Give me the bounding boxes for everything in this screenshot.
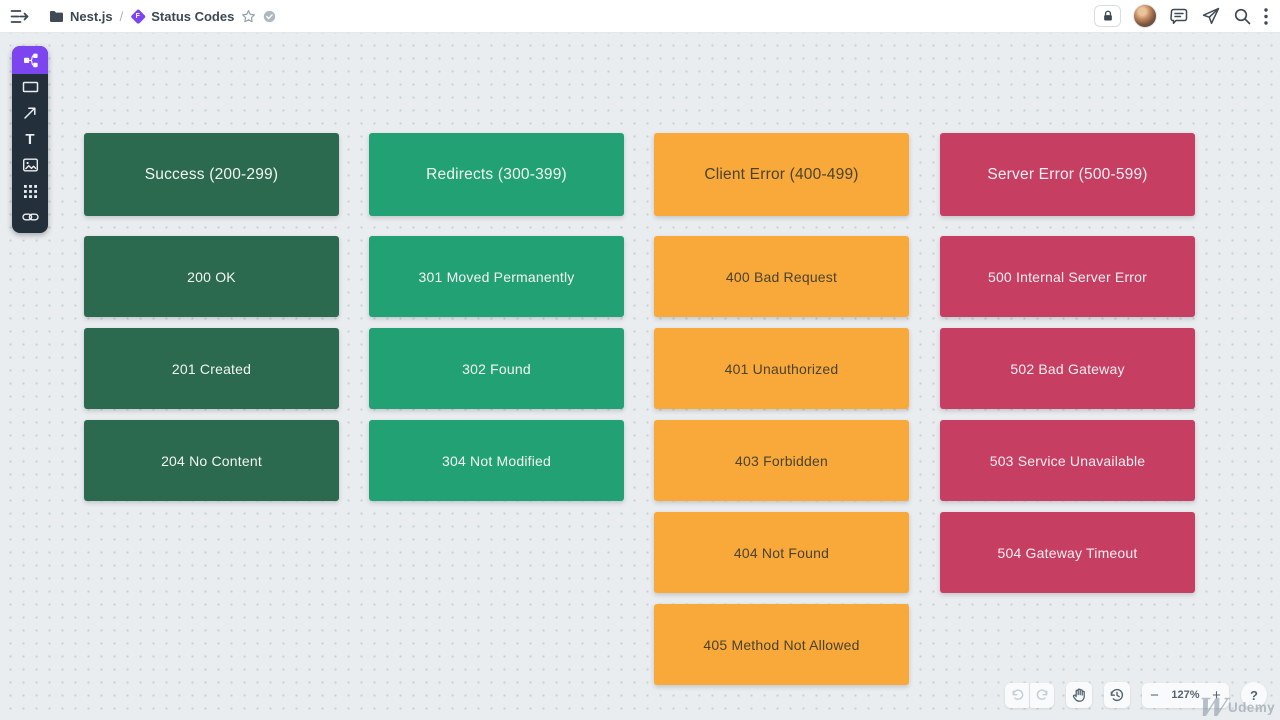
zoom-level[interactable]: 127% [1171, 689, 1200, 701]
canvas-controls: − 127% + ? [1005, 682, 1267, 708]
image-tool[interactable] [12, 152, 48, 178]
folder-icon [49, 10, 64, 23]
redo-button[interactable] [1030, 682, 1054, 708]
topbar: Nest.js / F Status Codes [0, 0, 1280, 33]
topbar-right [1094, 4, 1268, 28]
status-card[interactable]: 204 No Content [84, 420, 339, 501]
link-tool[interactable] [12, 204, 48, 230]
rectangle-shape-tool[interactable] [12, 74, 48, 100]
more-shapes-grid-tool[interactable] [12, 178, 48, 204]
status-card[interactable]: 500 Internal Server Error [940, 236, 1195, 317]
help-button[interactable]: ? [1241, 682, 1267, 708]
board-name: Status Codes [151, 8, 235, 24]
status-card[interactable]: 201 Created [84, 328, 339, 409]
breadcrumb: Nest.js / F Status Codes [49, 9, 276, 24]
breadcrumb-board[interactable]: F Status Codes [130, 9, 234, 24]
column-header-card[interactable]: Client Error (400-499) [654, 133, 909, 216]
status-card[interactable]: 200 OK [84, 236, 339, 317]
status-card[interactable]: 403 Forbidden [654, 420, 909, 501]
undo-button[interactable] [1005, 682, 1029, 708]
more-menu-kebab-icon[interactable] [1264, 7, 1268, 25]
status-card[interactable]: 504 Gateway Timeout [940, 512, 1195, 593]
status-card[interactable]: 301 Moved Permanently [369, 236, 624, 317]
connector-arrow-tool[interactable] [12, 100, 48, 126]
flowchart-tool[interactable] [12, 46, 48, 74]
text-tool-glyph: T [25, 130, 35, 148]
status-card[interactable]: 302 Found [369, 328, 624, 409]
comments-icon[interactable] [1169, 7, 1189, 26]
status-card[interactable]: 304 Not Modified [369, 420, 624, 501]
status-card[interactable]: 405 Method Not Allowed [654, 604, 909, 685]
share-send-icon[interactable] [1201, 6, 1221, 26]
zoom-controls: − 127% + [1142, 682, 1229, 708]
column-redirects: Redirects (300-399) 301 Moved Permanentl… [369, 133, 624, 512]
status-card[interactable]: 404 Not Found [654, 512, 909, 593]
history-button[interactable] [1104, 682, 1130, 708]
pan-hand-button[interactable] [1066, 682, 1092, 708]
column-header-card[interactable]: Server Error (500-599) [940, 133, 1195, 216]
sidebar-toggle-icon[interactable] [10, 9, 29, 24]
lock-button[interactable] [1094, 5, 1121, 27]
column-client-error: Client Error (400-499) 400 Bad Request 4… [654, 133, 909, 696]
column-header-card[interactable]: Success (200-299) [84, 133, 339, 216]
zoom-out-button[interactable]: − [1150, 686, 1159, 704]
zoom-in-button[interactable]: + [1212, 686, 1221, 704]
status-card[interactable]: 503 Service Unavailable [940, 420, 1195, 501]
favorite-star-icon[interactable] [241, 9, 256, 24]
avatar[interactable] [1133, 4, 1157, 28]
undo-redo-group [1005, 682, 1054, 708]
status-card[interactable]: 502 Bad Gateway [940, 328, 1195, 409]
breadcrumb-separator: / [119, 8, 124, 24]
flowchart-doc-icon: F [130, 8, 146, 24]
tools-toolbar: T [12, 46, 48, 233]
saved-check-icon [263, 10, 276, 23]
status-card[interactable]: 401 Unauthorized [654, 328, 909, 409]
search-icon[interactable] [1233, 7, 1252, 26]
column-header-card[interactable]: Redirects (300-399) [369, 133, 624, 216]
column-server-error: Server Error (500-599) 500 Internal Serv… [940, 133, 1195, 604]
topbar-left: Nest.js / F Status Codes [10, 9, 276, 24]
column-success: Success (200-299) 200 OK 201 Created 204… [84, 133, 339, 512]
breadcrumb-workspace[interactable]: Nest.js [49, 9, 113, 24]
whiteboard-canvas[interactable]: Success (200-299) 200 OK 201 Created 204… [0, 33, 1280, 720]
workspace-name: Nest.js [70, 8, 113, 24]
text-tool[interactable]: T [12, 126, 48, 152]
status-card[interactable]: 400 Bad Request [654, 236, 909, 317]
